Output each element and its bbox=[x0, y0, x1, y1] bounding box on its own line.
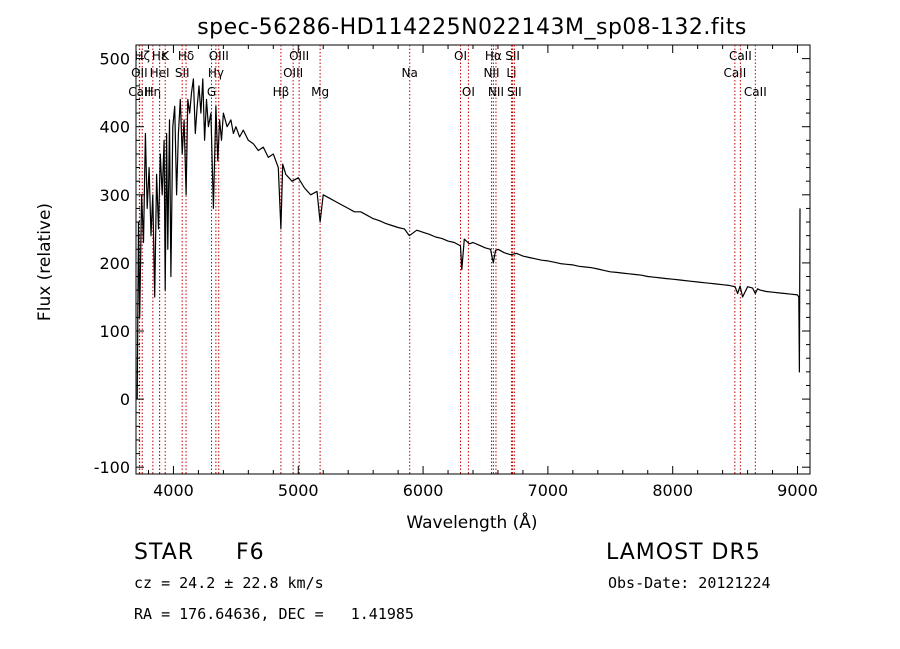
x-tick-label: 9000 bbox=[777, 481, 818, 500]
line-marker-label: Hγ bbox=[208, 66, 224, 80]
x-tick-label: 7000 bbox=[528, 481, 569, 500]
x-tick-label: 5000 bbox=[278, 481, 319, 500]
line-marker-label: Hα bbox=[485, 49, 502, 63]
line-marker-label: SII bbox=[507, 85, 522, 99]
line-marker-label: Mg bbox=[311, 85, 329, 99]
survey-name: LAMOST DR5 bbox=[606, 540, 761, 565]
line-marker-label: CaII bbox=[729, 49, 752, 63]
line-marker-label: Hη bbox=[145, 85, 162, 99]
line-marker-label: CaII bbox=[128, 85, 151, 99]
observation-date: Obs-Date: 20121224 bbox=[608, 574, 771, 592]
x-tick-label: 4000 bbox=[153, 481, 194, 500]
line-marker-label: OIII bbox=[289, 49, 309, 63]
line-marker-label: OIII bbox=[283, 66, 303, 80]
line-marker-label: Li bbox=[506, 66, 516, 80]
line-marker-label: Hβ bbox=[273, 85, 290, 99]
redshift-cz: cz = 24.2 ± 22.8 km/s bbox=[134, 574, 324, 592]
spectrum-line bbox=[136, 78, 801, 400]
line-marker-label: CaII bbox=[723, 66, 746, 80]
y-tick-label: -100 bbox=[94, 458, 130, 477]
line-marker-label: Hζ bbox=[134, 49, 150, 63]
line-marker-label: OI bbox=[454, 49, 467, 63]
plot-border bbox=[135, 44, 811, 475]
y-tick-label: 300 bbox=[99, 186, 130, 205]
y-tick-label: 400 bbox=[99, 118, 130, 137]
ra-dec: RA = 176.64636, DEC = 1.41985 bbox=[134, 605, 414, 623]
line-marker-label: OI bbox=[462, 85, 475, 99]
line-marker-label: G bbox=[207, 85, 216, 99]
y-tick-label: 0 bbox=[120, 390, 130, 409]
y-tick-label: 500 bbox=[99, 50, 130, 69]
y-axis-label: Flux (relative) bbox=[35, 203, 55, 321]
line-marker-label: CaII bbox=[744, 85, 767, 99]
y-tick-label: 100 bbox=[99, 322, 130, 341]
line-marker-label: OIII bbox=[209, 49, 229, 63]
x-tick-label: 6000 bbox=[403, 481, 444, 500]
line-marker-label: HeI bbox=[150, 66, 170, 80]
axes: 4000 5000 6000 7000 8000 9000 -100 0 100 200 300 40… bbox=[94, 45, 818, 500]
object-class: STAR bbox=[134, 540, 195, 565]
chart-title: spec-56286-HD114225N022143M_sp08-132.fit… bbox=[197, 15, 747, 40]
spectral-line-markers: HζOIICaIIHηHεHeIKSIIHδGHγOIIIHβOIIIOIIIM… bbox=[128, 45, 767, 474]
line-marker-label: Na bbox=[402, 66, 418, 80]
line-marker-label: Hδ bbox=[178, 49, 194, 63]
object-subclass: F6 bbox=[236, 540, 265, 565]
spectrum-series bbox=[136, 78, 801, 400]
line-marker-label: SII bbox=[505, 49, 520, 63]
line-marker-label: SII bbox=[175, 66, 190, 80]
line-marker-label: NII bbox=[483, 66, 499, 80]
y-tick-label: 200 bbox=[99, 254, 130, 273]
x-tick-label: 8000 bbox=[652, 481, 693, 500]
line-marker-label: NII bbox=[488, 85, 504, 99]
plot-frame bbox=[135, 44, 811, 475]
x-axis-label: Wavelength (Å) bbox=[406, 511, 537, 533]
line-marker-label: K bbox=[161, 49, 170, 63]
